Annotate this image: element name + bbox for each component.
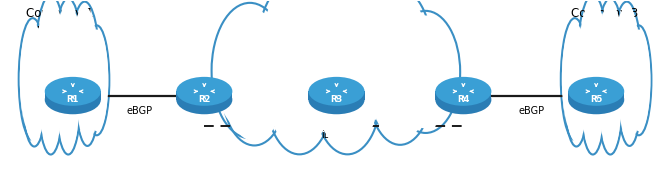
Ellipse shape <box>314 38 381 154</box>
Ellipse shape <box>436 77 492 106</box>
Ellipse shape <box>45 77 101 106</box>
Ellipse shape <box>85 29 108 131</box>
Ellipse shape <box>577 0 608 131</box>
FancyBboxPatch shape <box>176 91 232 100</box>
Text: R2: R2 <box>198 95 211 104</box>
Ellipse shape <box>371 38 429 141</box>
Ellipse shape <box>627 29 650 131</box>
Ellipse shape <box>355 0 430 122</box>
FancyBboxPatch shape <box>436 91 492 100</box>
Ellipse shape <box>84 25 109 135</box>
Ellipse shape <box>39 53 62 151</box>
Ellipse shape <box>391 11 460 133</box>
Ellipse shape <box>561 18 589 140</box>
Text: R3: R3 <box>330 95 343 104</box>
Ellipse shape <box>211 3 288 138</box>
Ellipse shape <box>568 85 624 114</box>
Ellipse shape <box>45 85 101 114</box>
Text: eBGP: eBGP <box>126 106 153 116</box>
Ellipse shape <box>225 36 284 141</box>
Ellipse shape <box>257 0 343 128</box>
Ellipse shape <box>269 42 330 150</box>
Ellipse shape <box>71 6 98 126</box>
Ellipse shape <box>260 0 339 123</box>
Ellipse shape <box>317 42 378 150</box>
Text: R5: R5 <box>590 95 602 104</box>
Ellipse shape <box>308 77 365 106</box>
Ellipse shape <box>215 8 285 133</box>
Ellipse shape <box>562 23 587 135</box>
Ellipse shape <box>77 49 98 142</box>
Text: iBGP: iBGP <box>321 130 344 140</box>
Text: iBGP: iBGP <box>236 38 259 48</box>
Ellipse shape <box>176 85 232 114</box>
Ellipse shape <box>35 0 66 131</box>
Ellipse shape <box>39 49 63 154</box>
Ellipse shape <box>618 46 641 146</box>
Ellipse shape <box>56 49 80 154</box>
Ellipse shape <box>176 77 232 106</box>
Ellipse shape <box>352 0 433 128</box>
Ellipse shape <box>597 3 624 116</box>
Ellipse shape <box>222 31 287 145</box>
Ellipse shape <box>436 85 492 114</box>
Text: AS 65300: AS 65300 <box>580 26 630 36</box>
Ellipse shape <box>23 48 45 143</box>
Text: Company 1: Company 1 <box>26 7 93 20</box>
Ellipse shape <box>626 25 652 135</box>
Ellipse shape <box>612 2 642 131</box>
Text: eBGP: eBGP <box>518 106 545 116</box>
Ellipse shape <box>619 49 640 142</box>
Ellipse shape <box>56 3 81 116</box>
Ellipse shape <box>76 46 99 146</box>
Text: AS 65200: AS 65200 <box>308 32 357 42</box>
Ellipse shape <box>20 23 45 135</box>
Ellipse shape <box>36 0 65 126</box>
Ellipse shape <box>23 44 46 147</box>
FancyBboxPatch shape <box>45 91 101 100</box>
FancyBboxPatch shape <box>568 91 624 100</box>
Text: R1: R1 <box>67 95 79 104</box>
Ellipse shape <box>579 0 607 126</box>
Ellipse shape <box>54 0 82 120</box>
Ellipse shape <box>57 53 80 151</box>
Ellipse shape <box>70 2 100 131</box>
Ellipse shape <box>581 49 605 154</box>
Ellipse shape <box>308 85 365 114</box>
Ellipse shape <box>266 38 332 154</box>
Ellipse shape <box>599 53 622 151</box>
Ellipse shape <box>369 33 432 145</box>
Ellipse shape <box>596 0 624 120</box>
Ellipse shape <box>19 18 47 140</box>
Ellipse shape <box>568 77 624 106</box>
FancyBboxPatch shape <box>308 91 365 100</box>
Ellipse shape <box>582 53 604 151</box>
Ellipse shape <box>309 0 386 116</box>
Ellipse shape <box>565 44 588 147</box>
Ellipse shape <box>598 49 622 154</box>
Ellipse shape <box>393 15 458 128</box>
Ellipse shape <box>565 48 587 143</box>
Text: AS 65100: AS 65100 <box>35 26 84 36</box>
Text: R4: R4 <box>457 95 470 104</box>
Ellipse shape <box>613 6 640 126</box>
Text: Company 3: Company 3 <box>571 7 638 20</box>
Ellipse shape <box>312 0 383 111</box>
Text: iBGP: iBGP <box>408 38 431 48</box>
Text: Company 2: Company 2 <box>299 7 366 20</box>
